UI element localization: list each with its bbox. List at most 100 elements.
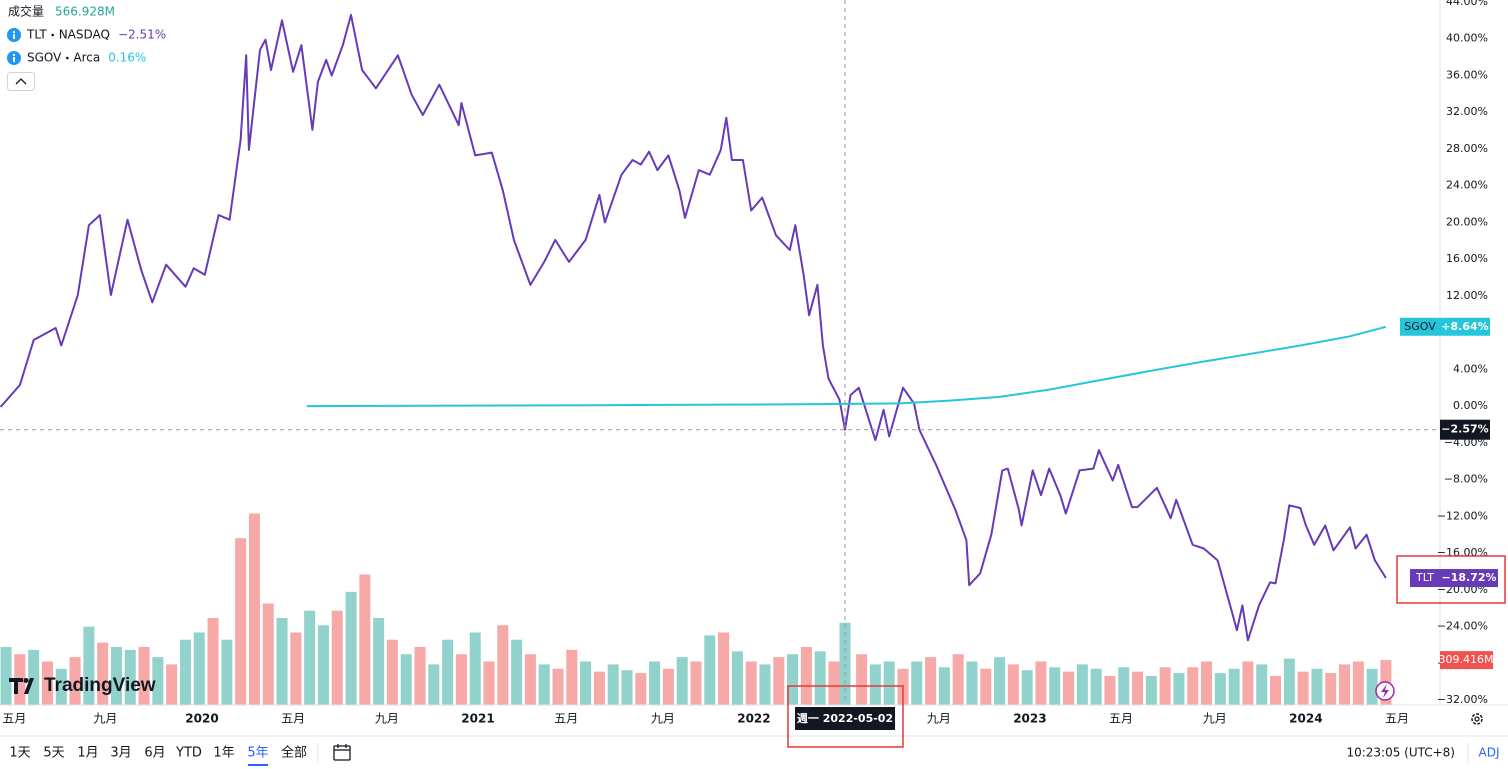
volume-bar: [1201, 661, 1213, 705]
volume-bar: [635, 673, 647, 705]
volume-bar: [1311, 668, 1323, 705]
crosshair-y-box: [1440, 419, 1490, 440]
collapse-button[interactable]: [7, 72, 35, 91]
volume-bar: [359, 574, 371, 705]
volume-bar: [524, 654, 536, 705]
volume-bar: [1214, 673, 1226, 705]
volume-bar: [386, 639, 398, 705]
legend-separator: [51, 33, 55, 37]
time-axis: [0, 705, 1508, 735]
volume-bar: [179, 639, 191, 705]
volume-bar: [28, 649, 40, 705]
volume-bar: [580, 661, 592, 705]
volume-bar: [207, 617, 219, 705]
volume-bar: [262, 603, 274, 705]
volume-bar: [883, 661, 895, 705]
legend-change: 0.16%: [108, 51, 146, 65]
volume-bar: [511, 639, 523, 705]
volume-value-tag: [1440, 651, 1493, 670]
range-button[interactable]: 6月: [144, 746, 165, 761]
x-tick-label: 九月: [375, 712, 399, 726]
volume-bar: [1090, 668, 1102, 705]
volume-bar: [966, 661, 978, 705]
volume-bar: [980, 668, 992, 705]
y-tick-label: 16.00%: [1446, 252, 1488, 265]
volume-bar: [235, 538, 247, 705]
y-tick-label: 20.00%: [1446, 215, 1488, 228]
logo-text: TradingView: [44, 675, 156, 696]
volume-bar: [1242, 661, 1254, 705]
adj-button[interactable]: ADJ: [1479, 746, 1500, 760]
range-button[interactable]: 1月: [77, 746, 98, 761]
volume-bar: [124, 649, 136, 705]
volume-bar: [662, 668, 674, 705]
y-tick-label: −16.00%: [1437, 546, 1488, 559]
volume-bar: [331, 610, 343, 705]
volume-bar: [193, 632, 205, 705]
range-button[interactable]: 5年: [247, 746, 268, 761]
volume-bar: [1021, 670, 1033, 705]
range-button[interactable]: YTD: [175, 746, 202, 761]
volume-bar: [759, 664, 771, 705]
legend-series-name: TLT: [26, 28, 47, 42]
volume-bar: [994, 657, 1006, 705]
range-button[interactable]: 5天: [43, 746, 64, 761]
crosshair-y-label: −2.57%: [1441, 423, 1488, 436]
series-line: [306, 325, 1387, 408]
axes: 44.00% 40.00% 36.00% 32.00% 28.00% 24.00% 20.0…: [2, 0, 1488, 726]
volume-bar: [1159, 667, 1171, 705]
volume-bar: [952, 654, 964, 705]
volume-bar: [83, 626, 95, 705]
range-button[interactable]: 1年: [213, 746, 234, 761]
volume-bar: [1228, 668, 1240, 705]
crosshair-x-label: 週一 2022-05-02: [797, 711, 893, 725]
series-value-tag: [1440, 569, 1498, 588]
volume-bar: [731, 651, 743, 705]
range-button[interactable]: 3月: [110, 746, 131, 761]
y-tick-label: 40.00%: [1446, 32, 1488, 45]
series-value-tag-text: +8.64%: [1441, 320, 1488, 333]
volume-bar: [745, 661, 757, 705]
volume-pane: [0, 513, 1392, 705]
volume-bar: [1187, 667, 1199, 705]
volume-value-tag-text: 309.416M: [1439, 653, 1494, 666]
y-tick-label: −8.00%: [1444, 473, 1488, 486]
volume-bar: [110, 646, 122, 705]
legend-volume-name: 成交量: [8, 4, 44, 19]
volume-bar: [1325, 673, 1337, 705]
y-tick-label: 0.00%: [1453, 399, 1488, 412]
x-tick-label: 九月: [93, 712, 117, 726]
range-button[interactable]: 全部: [281, 745, 307, 761]
legend-info-glyph: [13, 31, 15, 33]
volume-bar: [1063, 671, 1075, 705]
legend-exchange: NASDAQ: [59, 28, 110, 42]
volume-bar: [442, 639, 454, 705]
volume-bar: [483, 661, 495, 705]
settings-button[interactable]: [1471, 713, 1483, 725]
y-tick-label: −32.00%: [1437, 693, 1488, 706]
calendar-button[interactable]: [333, 744, 351, 761]
series-line: [0, 13, 1387, 642]
volume-bar: [869, 664, 881, 705]
lightning-button[interactable]: [1375, 681, 1395, 701]
volume-bar: [1035, 661, 1047, 705]
volume-bar: [221, 639, 233, 705]
volume-bar: [814, 651, 826, 705]
volume-bar: [290, 632, 302, 705]
legend-info-glyph: [13, 57, 15, 62]
volume-bar: [676, 657, 688, 705]
volume-bar: [690, 661, 702, 705]
overlay: −2.57% 週一 2022-05-02 TLT −18.72% SGOV +8.64% 3…: [7, 4, 1498, 766]
volume-bar: [469, 632, 481, 705]
volume-bar: [856, 654, 868, 705]
legend-change: −2.51%: [118, 28, 166, 42]
legend-volume-value: 566.928M: [55, 5, 115, 19]
volume-bar: [345, 591, 357, 705]
x-tick-label: 五月: [1385, 712, 1409, 726]
x-tick-label: 2020: [185, 712, 218, 726]
series-name-tag: [1410, 569, 1440, 588]
volume-bar: [166, 664, 178, 705]
range-button[interactable]: 1天: [9, 746, 30, 761]
volume-bar: [621, 670, 633, 705]
